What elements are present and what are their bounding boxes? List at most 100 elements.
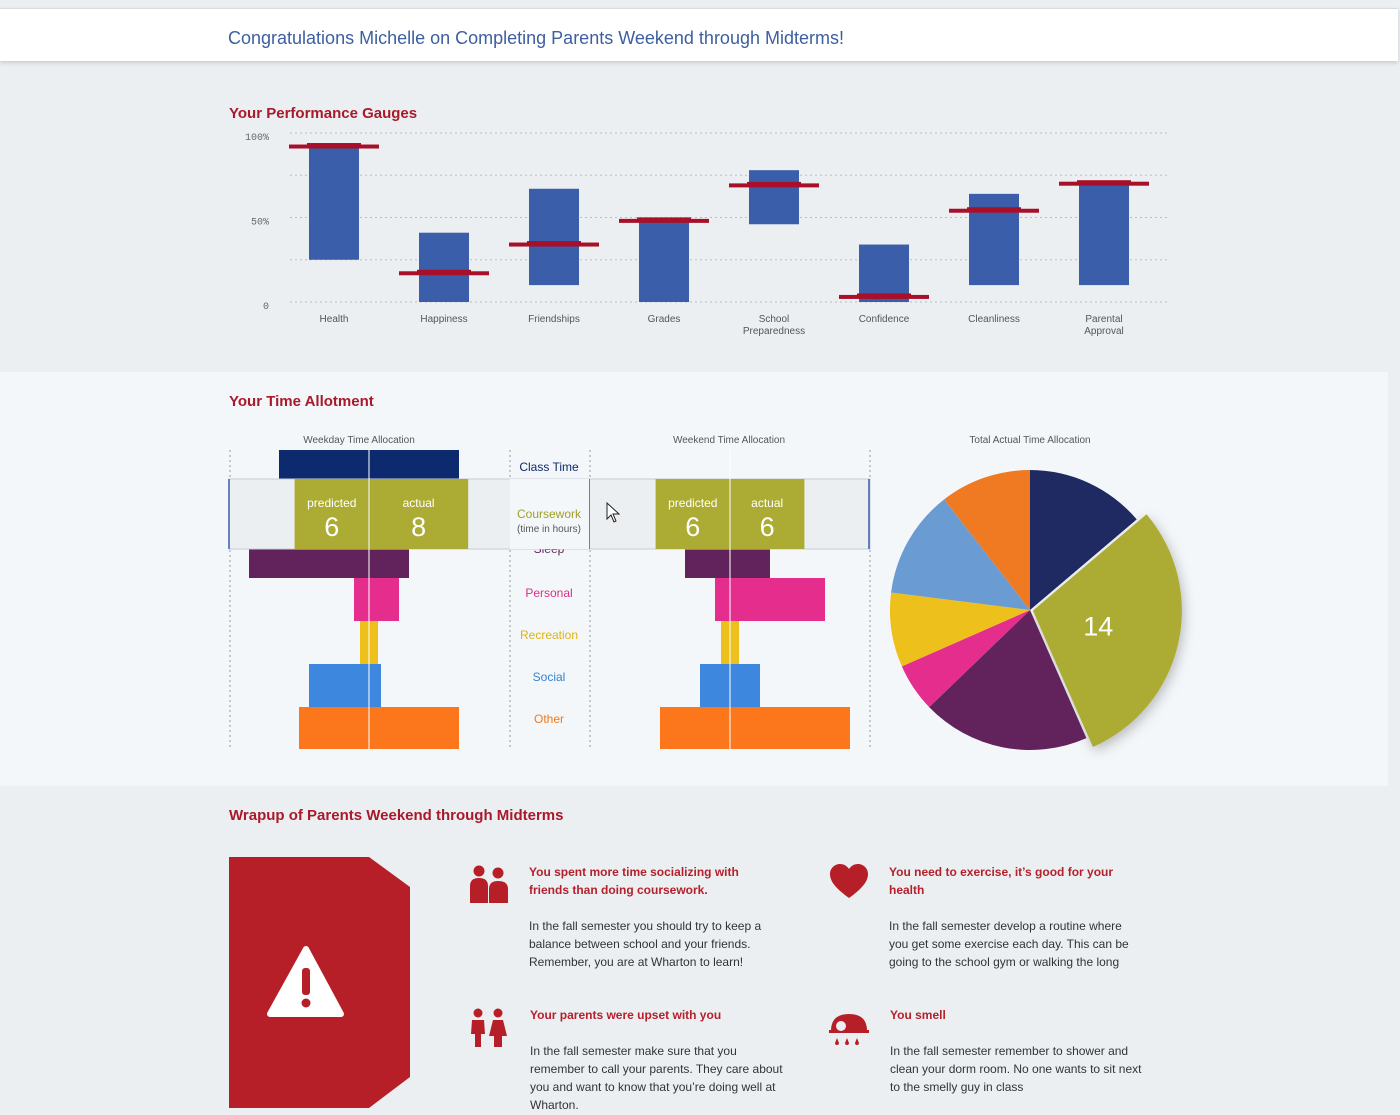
x-label-school-preparedness: School [759, 314, 790, 325]
card-parents-body: In the fall semester make sure that you … [530, 1044, 783, 1112]
time-allocation-charts: Weekday Time Allocation Weekend Time Allo… [228, 435, 1182, 750]
weekday-actual-bar-other [369, 707, 459, 749]
pie-slice-social [891, 499, 1030, 610]
card-smell-body: In the fall semester remember to shower … [890, 1044, 1142, 1094]
gauge-marker-cap [417, 269, 471, 273]
total-chart-title: Total Actual Time Allocation [969, 435, 1090, 446]
gauge-bar-friendships [529, 188, 579, 286]
people-icon [470, 865, 508, 903]
weekday-predicted-label: predicted [307, 496, 356, 510]
gauge-bar-happiness [419, 232, 469, 302]
weekday-predicted-bar-class-time [279, 450, 369, 480]
x-label-happiness: Happiness [420, 314, 467, 325]
weekend-actual-bar-other [730, 707, 850, 749]
pie-slice-recreation [890, 592, 1030, 667]
category-unit-label: (time in hours) [517, 524, 581, 535]
performance-gauges-section: Your Performance Gauges 100% 50% 0 Health Ha… [0, 62, 1400, 372]
weekend-actual-bar-coursework [730, 479, 805, 549]
x-label-health: Health [320, 314, 349, 325]
x-label-cleanliness: Cleanliness [968, 314, 1020, 325]
pie-slice-class-time [1030, 470, 1137, 610]
weekend-predicted-bar-social [700, 664, 730, 707]
card-socializing-body: In the fall semester you should try to k… [529, 919, 762, 969]
weekday-actual-bar-social [369, 664, 381, 707]
weekday-actual-bar-class-time [369, 450, 459, 480]
family-icon [471, 1008, 507, 1047]
gauge-marker-cap [967, 207, 1021, 211]
congrats-banner: Congratulations Michelle on Completing P… [0, 8, 1398, 61]
weekend-predicted-bar-coursework [655, 479, 730, 549]
category-label-personal: Personal [525, 586, 572, 600]
y-tick-label: 50% [251, 218, 269, 229]
weekend-chart-title: Weekend Time Allocation [673, 435, 785, 446]
pie-slice-sleep [929, 610, 1087, 750]
weekday-predicted-bar-recreation [360, 621, 369, 664]
gauge-marker-cleanliness [949, 208, 1039, 213]
gauge-marker-confidence [839, 294, 929, 299]
tooltip-label-cell [510, 479, 589, 549]
weekend-actual-value: 6 [760, 512, 775, 542]
weekend-predicted-label: predicted [668, 496, 717, 510]
x-label-school-preparedness-line2: Preparedness [743, 326, 805, 337]
weekday-predicted-bar-other [299, 707, 369, 749]
card-socializing-head: You spent more time socializing with fri… [529, 865, 739, 897]
card-exercise-head: You need to exercise, it’s good for your… [889, 865, 1114, 897]
category-label-social: Social [533, 670, 566, 684]
warning-card [229, 857, 410, 1108]
gauge-bar-health [309, 146, 359, 260]
weekend-actual-label: actual [751, 496, 783, 510]
gauge-bar-parental-approval [1079, 182, 1129, 286]
banner-title: Congratulations Michelle on Completing P… [228, 28, 844, 48]
pie-slice-coursework [1032, 514, 1182, 748]
warning-icon [267, 946, 344, 1017]
top-strip [0, 0, 1400, 8]
mouse-cursor-icon [606, 501, 621, 523]
category-label-class-time: Class Time [519, 460, 579, 474]
gauge-marker-school-preparedness [729, 183, 819, 188]
gauges-title: Your Performance Gauges [229, 105, 418, 122]
weekday-predicted-value: 6 [324, 512, 339, 542]
category-label-recreation: Recreation [520, 628, 578, 642]
weekday-predicted-bar-coursework [294, 479, 369, 549]
time-allotment-section: Your Time Allotment Weekday Time Allocat… [0, 372, 1388, 786]
weekday-actual-value: 8 [411, 512, 426, 542]
gauge-marker-cap [637, 217, 691, 221]
weekday-actual-label: actual [403, 496, 435, 510]
shower-icon [829, 1014, 869, 1045]
x-label-friendships: Friendships [528, 314, 580, 325]
weekday-chart-title: Weekday Time Allocation [303, 435, 415, 446]
gauge-marker-cap [747, 181, 801, 185]
x-label-grades: Grades [648, 314, 681, 325]
x-label-parental-approval-line2: Approval [1084, 326, 1123, 337]
x-label-parental-approval: Parental [1085, 314, 1122, 325]
gauge-marker-happiness [399, 271, 489, 276]
gauge-marker-cap [527, 241, 581, 245]
weekday-actual-bar-coursework [369, 479, 469, 549]
y-tick-label: 0 [263, 302, 269, 313]
weekday-predicted-bar-personal [354, 578, 369, 621]
pie-slice-personal [901, 610, 1030, 708]
category-label-coursework: Coursework [517, 507, 582, 521]
gauge-marker-grades [619, 218, 709, 223]
y-tick-label: 100% [245, 133, 269, 144]
coursework-tooltip-row: predicted 6 actual 8 predicted 6 actual 6 Course… [228, 478, 871, 550]
performance-gauge-chart: 100% 50% 0 Health Happiness Friendships Grades… [245, 132, 1168, 337]
weekend-actual-bar-personal [730, 578, 825, 621]
weekend-predicted-bar-other [660, 707, 730, 749]
category-label-other: Other [534, 712, 564, 726]
wrapup-section: Wrapup of Parents Weekend through Midter… [0, 786, 1400, 1115]
gauge-marker-friendships [509, 242, 599, 247]
gauge-bar-confidence [859, 244, 909, 302]
time-title: Your Time Allotment [229, 393, 374, 410]
card-parents-head: Your parents were upset with you [530, 1008, 722, 1022]
gauge-marker-cap [1077, 180, 1131, 184]
card-exercise-body: In the fall semester develop a routine w… [889, 919, 1129, 969]
heart-icon [830, 864, 868, 898]
pie-slice-other [944, 470, 1030, 610]
gauge-marker-cap [857, 293, 911, 297]
gauge-bar-school-preparedness [749, 170, 799, 225]
gauge-bar-grades [639, 217, 689, 302]
weekend-predicted-bar-personal [715, 578, 730, 621]
weekday-actual-bar-recreation [369, 621, 378, 664]
gauge-marker-health [289, 144, 379, 149]
